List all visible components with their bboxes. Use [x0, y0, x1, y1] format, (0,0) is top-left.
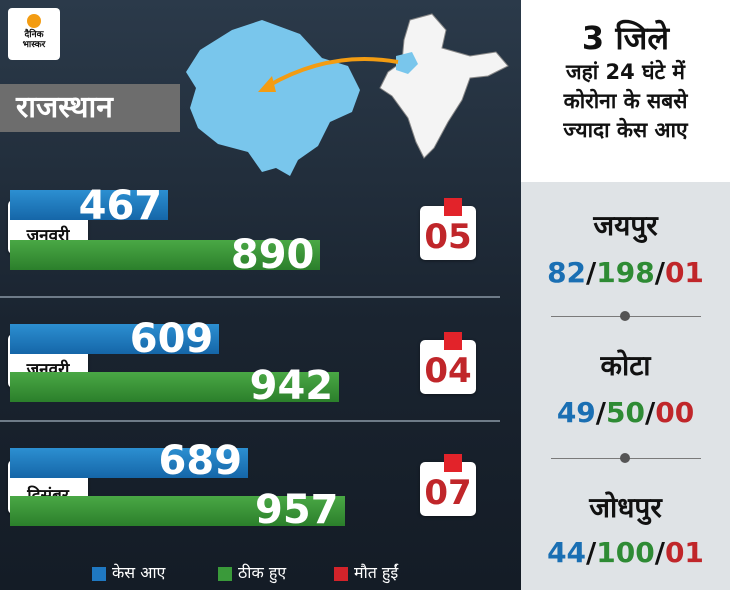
heading-line: ज्यादा केस आए: [563, 118, 688, 142]
logo-text-line1: दैनिक: [24, 30, 44, 40]
india-outline: [379, 13, 509, 159]
chart-panel: दैनिक भास्कर राजस्थान 02 जनवरी 467 890 0…: [0, 0, 521, 590]
stat-recovered: 100: [596, 536, 655, 569]
district-stats: 44/100/01: [547, 536, 704, 569]
heading-line: जहां 24 घंटे में: [566, 60, 685, 84]
death-value: 04: [424, 351, 472, 391]
rajasthan-map: [186, 13, 509, 176]
stat-deaths: 00: [655, 396, 695, 429]
district-name: जोधपुर: [589, 491, 662, 524]
logo-text-line2: भास्कर: [22, 40, 46, 50]
bar-recovered-label: 942: [249, 363, 334, 409]
district-stats: 82/198/01: [547, 256, 704, 289]
stat-cases: 49: [556, 396, 596, 429]
separator-dot: [620, 453, 630, 463]
districts-panel: 3 जिले जहां 24 घंटे में कोरोना के सबसे ज…: [521, 0, 730, 590]
death-value: 05: [424, 217, 472, 257]
district-name: जयपुर: [593, 209, 658, 242]
stat-deaths: 01: [664, 256, 704, 289]
logo-sun-icon: [27, 14, 41, 28]
india-rajasthan-highlight: [396, 52, 418, 74]
heading-title: 3 जिले: [581, 19, 670, 57]
bar-cases: [10, 448, 249, 478]
district-stats: 49/50/00: [556, 396, 695, 429]
separator-dot: [620, 311, 630, 321]
map-arrow-head: [258, 76, 276, 92]
heading-line: कोरोना के सबसे: [563, 89, 688, 113]
bar-cases-label: 467: [78, 183, 163, 229]
stat-cases: 44: [547, 536, 587, 569]
bar-recovered: [10, 372, 340, 402]
bar-recovered: [10, 496, 345, 526]
bar-recovered-label: 890: [230, 232, 315, 278]
legend-swatch-red: [334, 566, 348, 581]
row-separator: [0, 296, 500, 298]
legend-label: केस आए: [112, 563, 166, 582]
stat-recovered: 198: [596, 256, 655, 289]
death-flag-icon: [444, 198, 462, 216]
death-flag-icon: [444, 332, 462, 350]
death-box: 07: [420, 454, 476, 516]
legend-item-recovered: ठीक हुए: [218, 561, 287, 582]
dainik-bhaskar-logo: दैनिक भास्कर: [8, 8, 60, 60]
state-label-text: राजस्थान: [16, 90, 113, 125]
death-box: 04: [420, 332, 476, 394]
rajasthan-shape: [186, 20, 360, 176]
legend-label: मौत हुईं: [354, 563, 399, 582]
stat-recovered: 50: [606, 396, 645, 429]
districts-heading: 3 जिले जहां 24 घंटे में कोरोना के सबसे ज…: [521, 0, 730, 182]
legend-swatch-green: [218, 566, 232, 581]
death-value: 07: [424, 473, 472, 513]
legend-swatch-blue: [92, 566, 106, 581]
stat-deaths: 01: [664, 536, 704, 569]
state-label: राजस्थान: [0, 84, 180, 132]
bar-recovered: [10, 240, 321, 270]
bar-cases: [10, 324, 220, 354]
stat-cases: 82: [547, 256, 587, 289]
death-box: 05: [420, 198, 476, 260]
death-flag-icon: [444, 454, 462, 472]
bar-cases-label: 609: [129, 316, 214, 362]
legend-item-cases: केस आए: [92, 561, 166, 582]
row-separator: [0, 420, 500, 422]
legend-item-deaths: मौत हुईं: [334, 561, 399, 582]
district-name: कोटा: [600, 349, 651, 382]
bar-cases: [10, 190, 169, 220]
map-arrow: [266, 57, 399, 88]
legend-label: ठीक हुए: [238, 563, 287, 582]
bar-recovered-label: 957: [255, 487, 339, 533]
bar-cases-label: 689: [158, 438, 243, 484]
